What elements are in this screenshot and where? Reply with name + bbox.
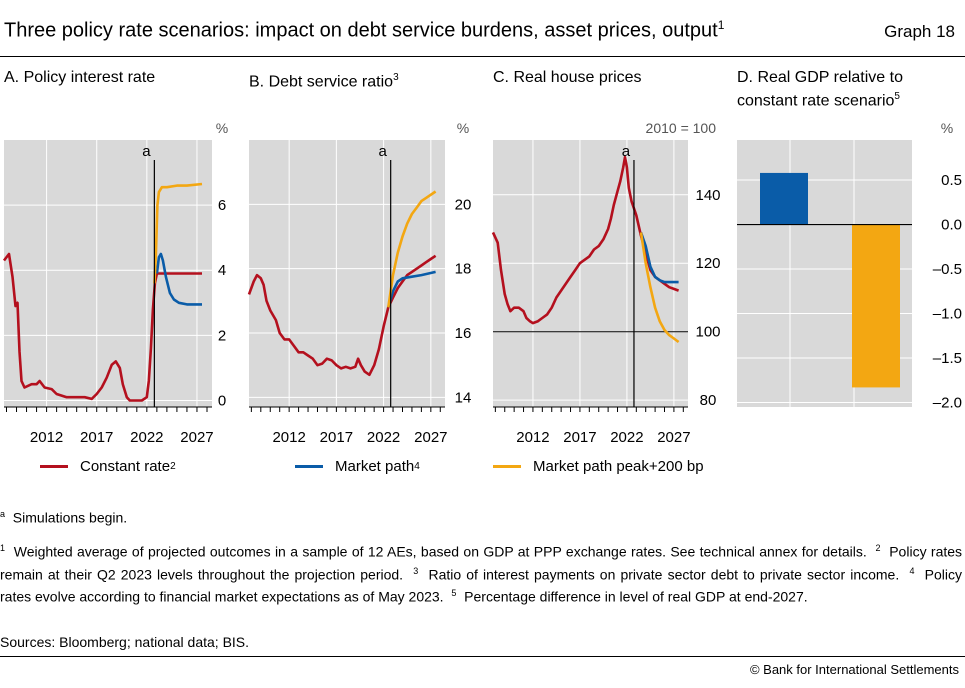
panel-b-x-tick-label: 2027 <box>414 429 447 446</box>
legend-market-path-label: Market path <box>335 458 415 475</box>
graph-number: Graph 18 <box>884 22 955 41</box>
panel-c-x-tick-label: 2012 <box>516 429 549 446</box>
panel-b-y-tick-label: 20 <box>455 196 472 213</box>
footnote-2: Policy rates remain at their Q2 2023 lev… <box>0 543 963 583</box>
panel-a-title-text: A. Policy interest rate <box>4 69 156 86</box>
panel-b-series-market_peak <box>387 190 437 308</box>
panel-b-y-tick-label: 18 <box>455 261 472 278</box>
panel-b-title: B. Debt service ratio3 <box>249 68 399 91</box>
sources: Sources: Bloomberg; national data; BIS. <box>0 634 250 650</box>
panel-c-x-tick-label: 2027 <box>657 429 690 446</box>
panel-d-y-tick-label: –0.5 <box>933 261 962 278</box>
panel-a-unit: % <box>216 120 228 136</box>
panel-a-y-tick-label: 6 <box>218 197 226 214</box>
top-rule <box>0 56 965 57</box>
panel-a-series-market_path <box>155 252 202 306</box>
footnote-2-marker: 2 <box>875 543 881 553</box>
panel-a-y-tick-label: 0 <box>218 392 226 409</box>
footnote-3: Ratio of interest payments on private se… <box>428 566 900 583</box>
panel-d-y-tick-label: –1.5 <box>933 350 962 367</box>
panel-b-footnote: 3 <box>393 72 399 83</box>
panel-c-marker-label: a <box>622 143 631 160</box>
panel-a-x-tick-label: 2012 <box>30 429 63 446</box>
panel-d-footnote: 5 <box>894 91 900 102</box>
panel-a-series-constant_rate <box>2 252 202 402</box>
chart-title-footnote: 1 <box>717 18 725 32</box>
panel-c-y-tick-label: 100 <box>695 324 720 341</box>
footnote-4: Policy rates evolve according to financi… <box>0 566 962 605</box>
panel-c-series-market_peak <box>639 232 680 344</box>
panel-b-x-tick-label: 2017 <box>320 429 353 446</box>
chart-title-text: Three policy rate scenarios: impact on d… <box>4 19 718 42</box>
panel-c-plot-area <box>493 140 688 407</box>
panel-a-y-tick-label: 4 <box>218 262 226 279</box>
panel-d-bar-market_path <box>760 172 808 225</box>
panel-c-x-tick-label: 2022 <box>610 429 643 446</box>
panel-d-y-tick-label: 0.0 <box>941 217 962 234</box>
chart-title: Three policy rate scenarios: impact on d… <box>4 18 724 43</box>
footnote-3-marker: 3 <box>413 565 419 576</box>
panel-c-y-tick-label: 120 <box>695 255 720 272</box>
panel-d-y-tick-label: –2.0 <box>933 395 962 412</box>
panel-c-y-tick-label: 80 <box>700 392 717 409</box>
panel-c-title: C. Real house prices <box>493 68 642 87</box>
panel-d-title-line2: constant rate scenario <box>737 92 895 110</box>
legend-market-peak: Market path peak+200 bp <box>493 458 704 475</box>
note-a-marker: a <box>0 509 6 519</box>
panel-d-y-tick-label: –1.0 <box>933 306 962 323</box>
panel-d-unit: % <box>941 120 953 136</box>
panel-b-title-text: B. Debt service ratio <box>249 73 394 91</box>
panel-d-bar-market_peak <box>852 224 900 388</box>
legend-constant-rate-swatch <box>40 465 68 468</box>
panel-a-title: A. Policy interest rate <box>4 68 155 87</box>
legend-market-peak-label: Market path peak+200 bp <box>533 458 704 475</box>
panel-a-x-tick-label: 2017 <box>80 429 113 446</box>
panel-b-marker-label: a <box>379 143 388 160</box>
panel-d-title-line1: D. Real GDP relative to <box>737 69 903 86</box>
panel-a-x-tick-label: 2027 <box>180 429 213 446</box>
legend-constant-rate: Constant rate 2 <box>40 458 176 475</box>
panel-d-title: D. Real GDP relative to constant rate sce… <box>737 68 903 110</box>
panel-a-series-market_peak <box>153 182 203 284</box>
panel-d-y-tick-label: 0.5 <box>941 172 962 189</box>
legend-market-path-swatch <box>295 465 323 468</box>
legend-market-path-footnote: 4 <box>414 461 420 472</box>
panel-b-plot-area <box>249 140 445 407</box>
panel-b-unit: % <box>457 120 469 136</box>
note-a-text: Simulations begin. <box>12 509 128 526</box>
panel-b-x-tick-label: 2012 <box>272 429 305 446</box>
panel-c-title-text: C. Real house prices <box>493 69 642 86</box>
panel-a-y-tick-label: 2 <box>218 327 226 344</box>
panel-b-x-tick-label: 2022 <box>367 429 400 446</box>
panel-b-y-tick-label: 14 <box>455 389 472 406</box>
legend-market-path: Market path 4 <box>295 458 420 475</box>
panel-b-y-tick-label: 16 <box>455 325 472 342</box>
panel-b-series-constant_rate <box>247 254 437 377</box>
panel-c-y-tick-label: 140 <box>695 187 720 204</box>
copyright: © Bank for International Settlements <box>749 662 959 677</box>
panel-c-series-market_path <box>639 231 679 284</box>
legend-constant-rate-footnote: 2 <box>170 461 176 472</box>
footnote-5: Percentage difference in level of real G… <box>464 588 808 605</box>
legend-constant-rate-label: Constant rate <box>80 458 171 475</box>
panel-b-series-market_path <box>387 270 436 308</box>
panel-c-x-tick-label: 2017 <box>563 429 596 446</box>
footnote-4-marker: 4 <box>909 565 915 576</box>
bottom-rule <box>0 656 965 657</box>
note-a: a Simulations begin. <box>0 505 962 528</box>
panel-a-x-tick-label: 2022 <box>130 429 163 446</box>
footnote-1: Weighted average of projected outcomes i… <box>13 543 867 560</box>
footnote-5-marker: 5 <box>451 588 457 599</box>
footnote-1-marker: 1 <box>0 543 6 553</box>
legend-market-peak-swatch <box>493 465 521 468</box>
panel-a-marker-label: a <box>142 143 151 160</box>
panel-c-unit: 2010 = 100 <box>646 120 717 136</box>
footnotes: 1 Weighted average of projected outcomes… <box>0 539 962 607</box>
